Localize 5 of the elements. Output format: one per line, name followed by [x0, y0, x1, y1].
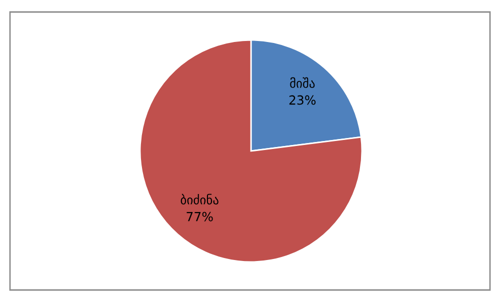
data-label: 77% [186, 212, 213, 222]
slice-label: მიშა [290, 77, 315, 88]
pie-slice [139, 39, 363, 263]
slice-label: ბიძინა [180, 194, 218, 204]
data-label: 23% [289, 95, 316, 105]
